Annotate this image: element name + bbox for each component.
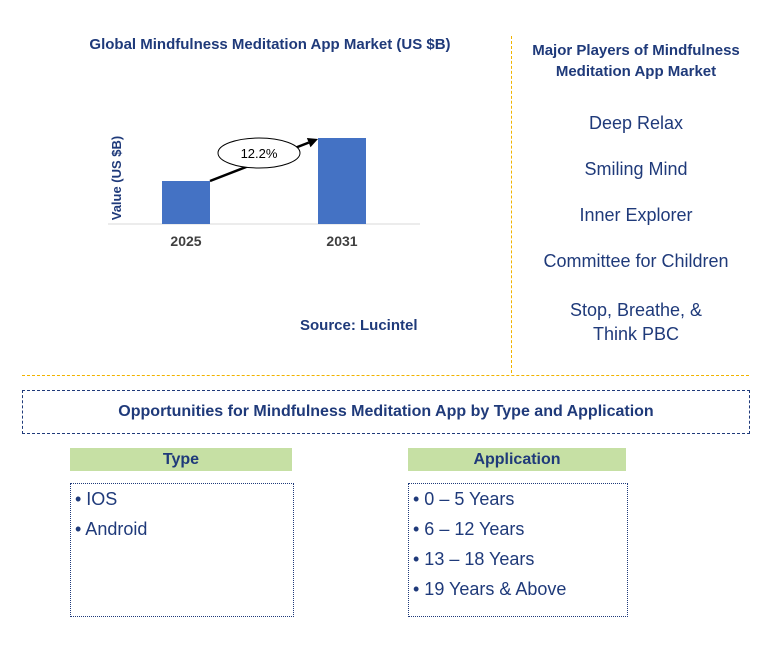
player-committee-for-children: Committee for Children — [543, 251, 729, 271]
bar-chart: Value (US $B) 2025 2031 12.2% — [108, 136, 420, 249]
bar-2025 — [162, 181, 210, 224]
player-deep-relax: Deep Relax — [588, 113, 684, 133]
cagr-bubble — [217, 137, 301, 169]
application-item-6-12: • 6 – 12 Years — [413, 519, 525, 539]
arrow-head-icon — [306, 137, 318, 148]
source-label: Source: Lucintel — [300, 317, 418, 334]
y-axis-label: Value (US $B) — [109, 136, 124, 221]
player-inner-explorer: Inner Explorer — [579, 205, 693, 225]
cagr-label: 12.2% — [241, 146, 278, 161]
type-list: • IOS • Android — [70, 483, 294, 617]
player-smiling-mind: Smiling Mind — [584, 159, 688, 179]
application-item-13-18: • 13 – 18 Years — [413, 549, 535, 569]
type-item-ios: • IOS — [75, 489, 118, 509]
vertical-divider — [511, 36, 512, 373]
players-title: Major Players of Mindfulness Meditation … — [532, 42, 740, 80]
type-header: Type — [70, 448, 292, 471]
x-tick-2031: 2031 — [326, 233, 357, 249]
chart-title: Global Mindfulness Meditation App Market… — [89, 36, 451, 53]
bar-2031 — [318, 138, 366, 224]
opportunities-title: Opportunities for Mindfulness Meditation… — [22, 390, 750, 434]
x-tick-2025: 2025 — [170, 233, 201, 249]
type-item-android: • Android — [75, 519, 148, 539]
application-header: Application — [408, 448, 626, 471]
application-item-19-above: • 19 Years & Above — [413, 579, 567, 599]
application-item-0-5: • 0 – 5 Years — [413, 489, 515, 509]
application-list: • 0 – 5 Years • 6 – 12 Years • 13 – 18 Y… — [408, 483, 628, 617]
player-stop-breathe-think: Stop, Breathe, & Think PBC — [569, 300, 703, 344]
horizontal-divider — [22, 375, 749, 376]
